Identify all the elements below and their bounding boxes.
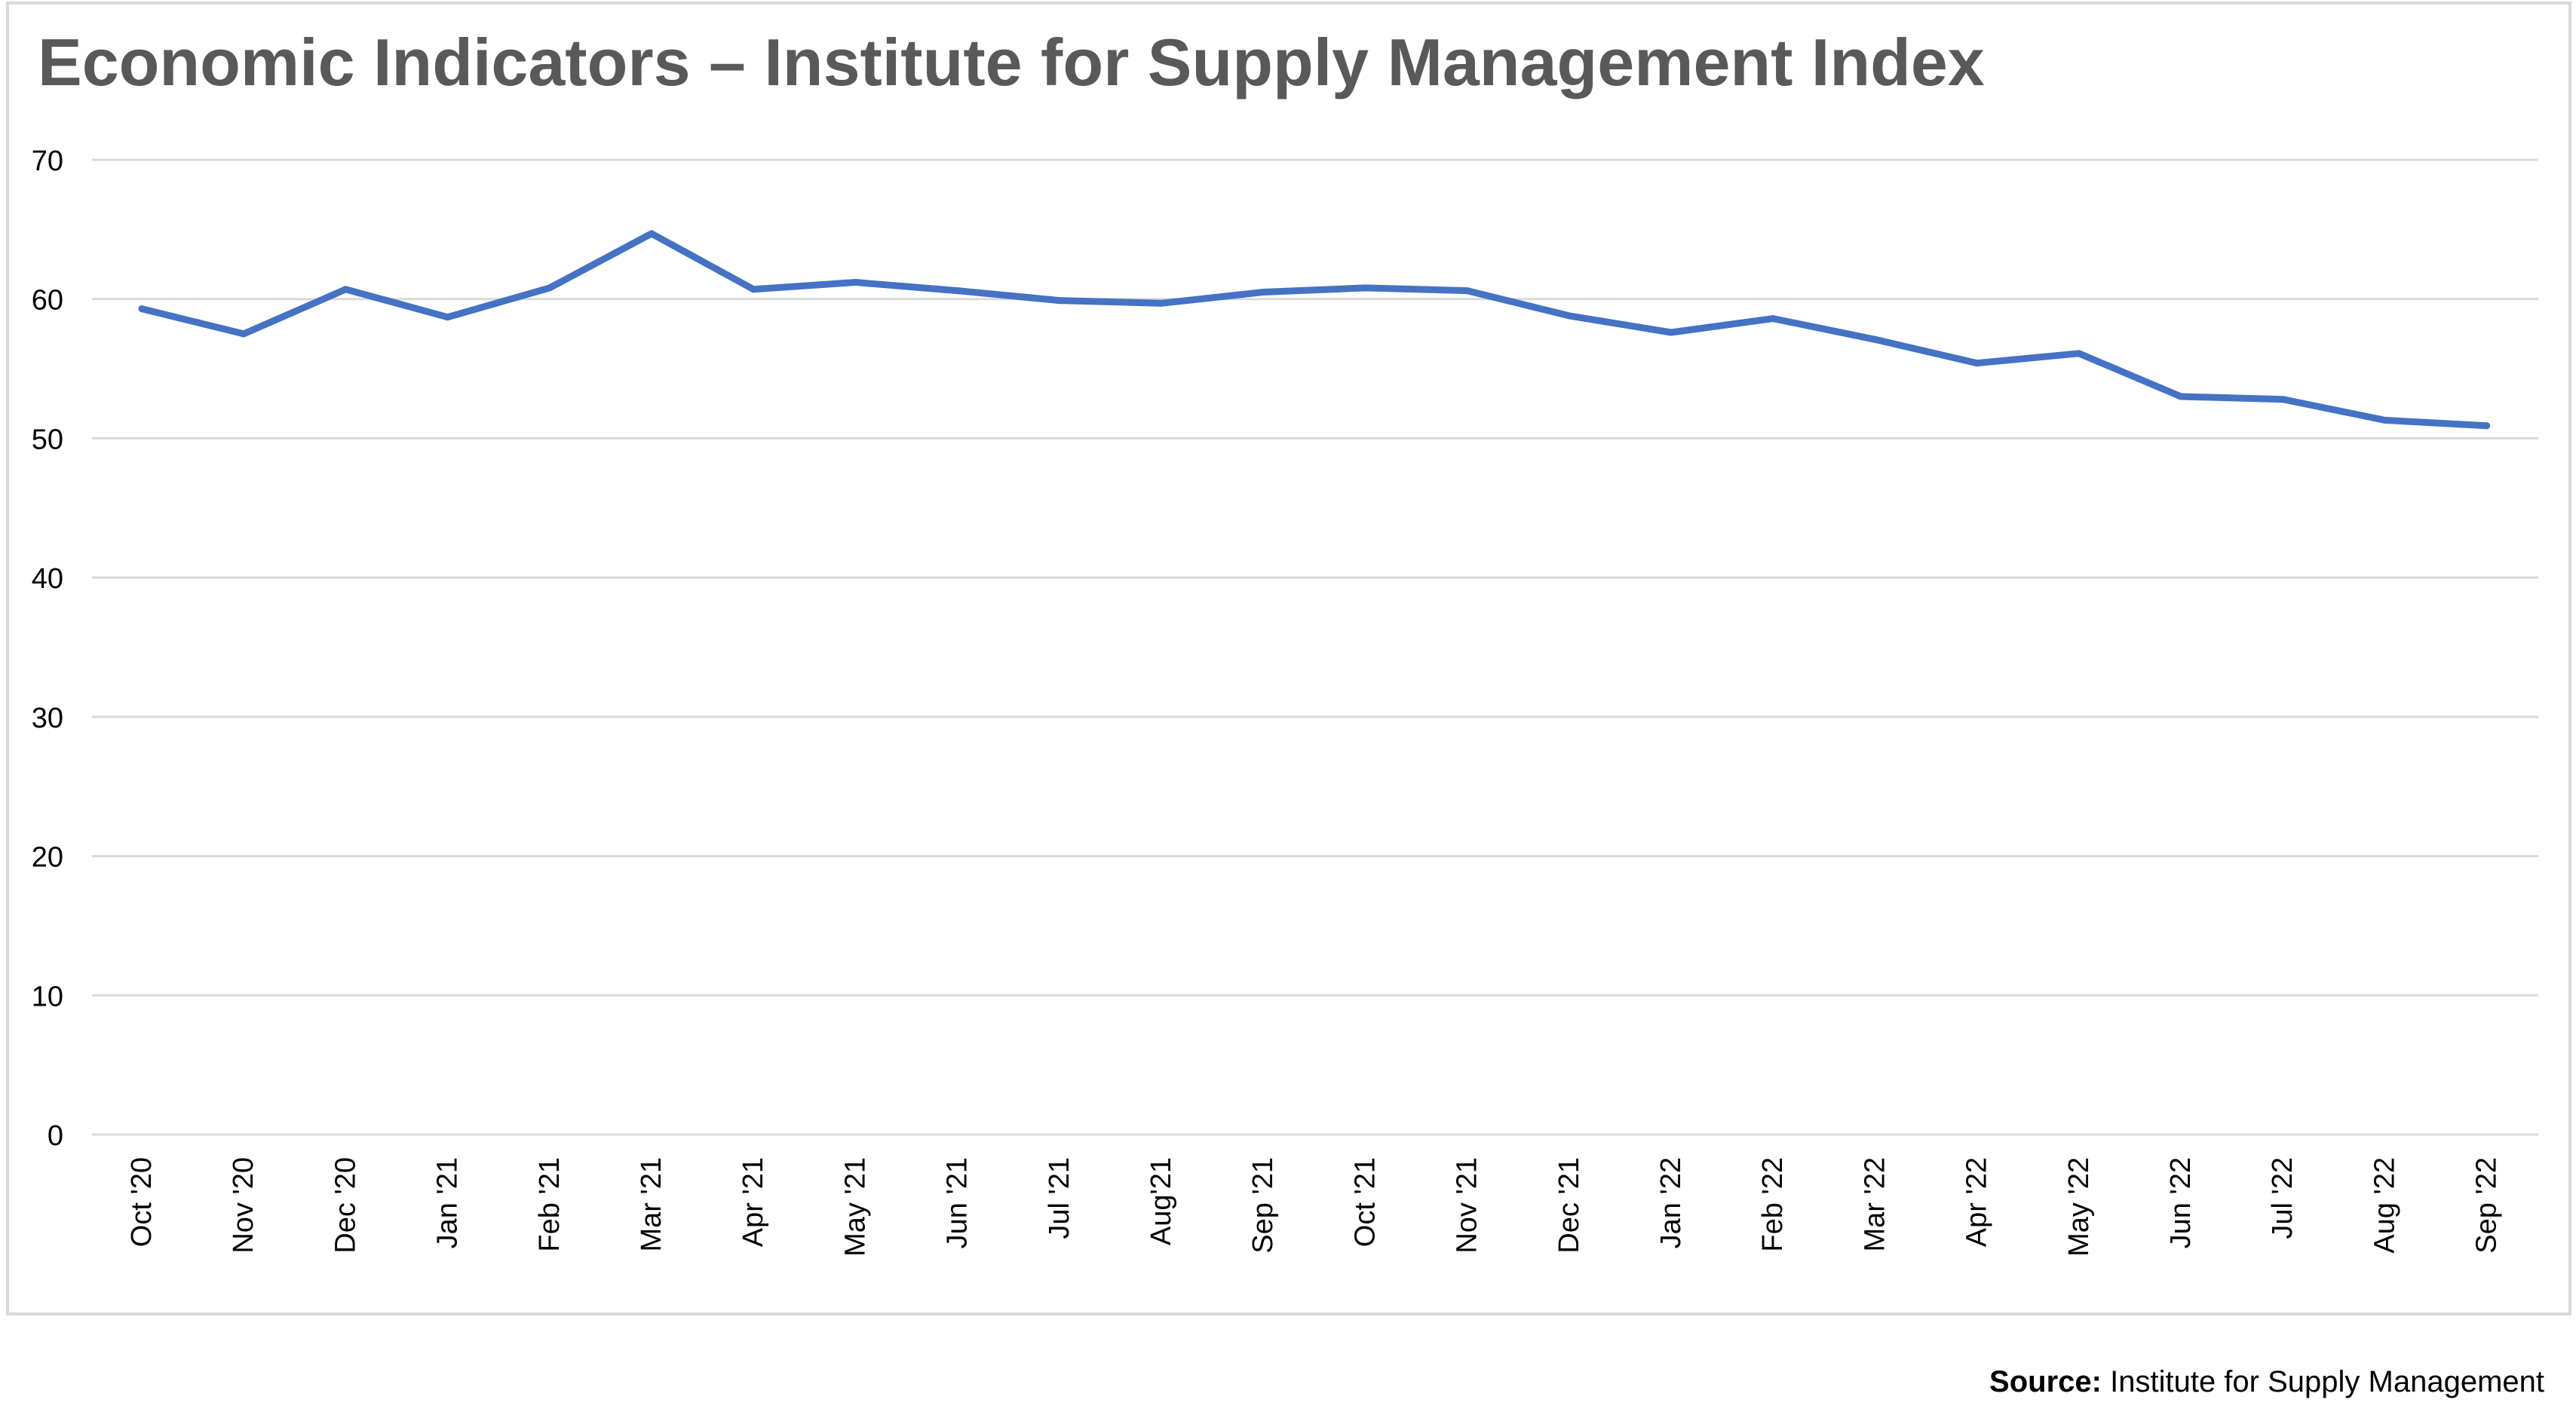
series-line: [138, 230, 2491, 430]
x-tick-label: Sep '22: [2471, 1157, 2503, 1254]
data-point: [546, 284, 554, 292]
x-tick-label: May '22: [2063, 1157, 2095, 1257]
series-layer: [138, 230, 2491, 430]
data-point: [342, 286, 349, 293]
x-tick-label: Sep '21: [1247, 1157, 1279, 1254]
data-point: [1158, 299, 1165, 307]
x-tick-label: Feb '21: [534, 1157, 566, 1252]
x-tick-label: Jun '22: [2165, 1157, 2197, 1248]
data-point: [750, 286, 757, 293]
data-point: [2279, 396, 2286, 403]
data-point: [2177, 393, 2185, 400]
data-point: [1361, 284, 1369, 292]
data-point: [954, 287, 961, 295]
y-tick-label: 0: [48, 1120, 63, 1152]
x-tick-label: Mar '21: [636, 1157, 667, 1252]
x-tick-label: Nov '21: [1452, 1157, 1483, 1254]
data-point: [2483, 422, 2491, 430]
y-tick-label: 50: [32, 424, 63, 455]
data-point: [444, 314, 452, 321]
y-tick-label: 30: [32, 703, 63, 734]
x-tick-label: Dec '21: [1553, 1157, 1585, 1254]
y-axis-tick-labels: 0 10 20 30 40 50 60 70: [32, 145, 63, 1152]
x-tick-label: Nov '20: [228, 1157, 259, 1254]
x-tick-label: Oct '20: [126, 1157, 158, 1247]
data-point: [1566, 312, 1573, 320]
y-tick-label: 70: [32, 145, 63, 177]
data-point: [138, 305, 146, 313]
y-tick-label: 10: [32, 981, 63, 1012]
data-point: [1464, 287, 1471, 295]
source-text: Institute for Supply Management: [2110, 1365, 2544, 1398]
data-point: [1769, 315, 1777, 323]
chart-title: Economic Indicators – Institute for Supp…: [38, 25, 1985, 100]
x-tick-label: Jan '22: [1655, 1157, 1687, 1248]
x-axis-tick-labels: Oct '20 Nov '20 Dec '20 Jan '21 Feb '21 Mar '…: [126, 1157, 2503, 1257]
x-tick-label: Apr '21: [738, 1157, 769, 1247]
gridlines: [92, 158, 2538, 1136]
data-point: [1871, 335, 1878, 343]
source-note: Source: Institute for Supply Management: [1989, 1363, 2544, 1401]
data-point: [1973, 360, 1981, 367]
x-tick-label: May '21: [839, 1157, 871, 1257]
data-point: [240, 330, 247, 338]
x-tick-label: Jul '22: [2267, 1157, 2298, 1239]
x-tick-label: Dec '20: [330, 1157, 361, 1254]
data-point: [1056, 297, 1063, 305]
data-point: [1259, 288, 1267, 296]
data-point: [1667, 329, 1675, 336]
x-tick-label: Mar '22: [1859, 1157, 1891, 1252]
data-point: [2075, 350, 2083, 357]
chart-frame: [6, 2, 2571, 1315]
x-tick-label: Jun '21: [942, 1157, 974, 1248]
data-point: [648, 230, 655, 237]
y-tick-label: 20: [32, 842, 63, 874]
x-tick-label: Jul '21: [1044, 1157, 1075, 1239]
y-tick-label: 60: [32, 285, 63, 317]
y-tick-label: 40: [32, 563, 63, 595]
data-point: [851, 279, 859, 286]
data-point: [2381, 416, 2388, 424]
x-tick-label: Aug '22: [2369, 1157, 2400, 1254]
x-tick-label: Oct '21: [1349, 1157, 1381, 1247]
x-tick-label: Feb '22: [1757, 1157, 1789, 1252]
x-tick-label: Apr '22: [1961, 1157, 1993, 1247]
x-tick-label: Jan '21: [432, 1157, 464, 1248]
x-tick-label: Aug'21: [1145, 1157, 1177, 1245]
source-label: Source:: [1989, 1365, 2102, 1398]
